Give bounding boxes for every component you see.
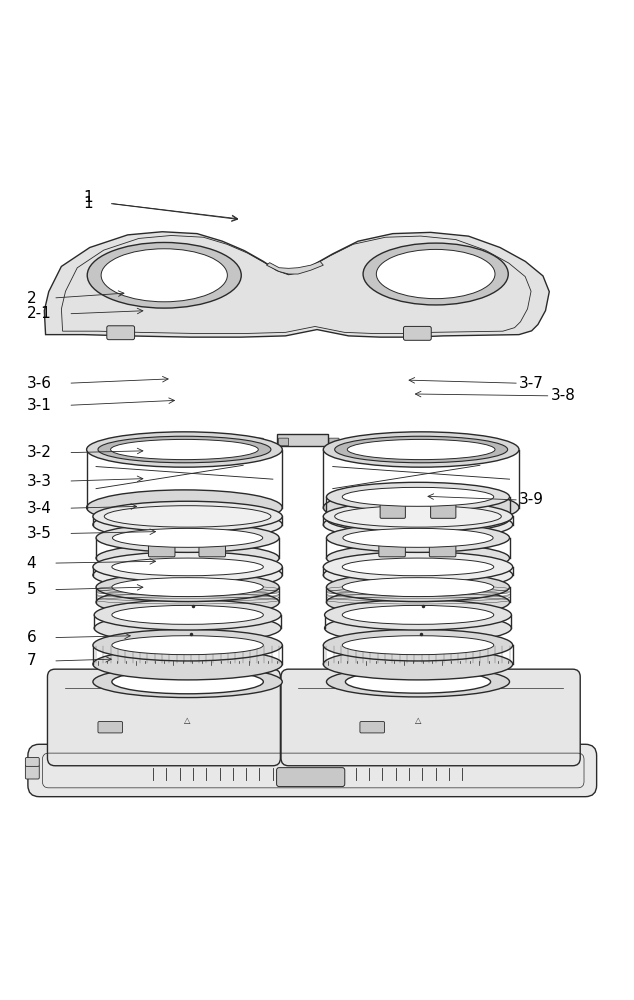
FancyBboxPatch shape <box>379 540 405 557</box>
FancyBboxPatch shape <box>199 540 226 557</box>
FancyBboxPatch shape <box>354 438 365 446</box>
Ellipse shape <box>335 436 508 463</box>
Ellipse shape <box>323 552 513 582</box>
Ellipse shape <box>96 588 279 617</box>
FancyBboxPatch shape <box>48 669 280 766</box>
FancyBboxPatch shape <box>360 722 385 733</box>
Text: 6: 6 <box>27 630 36 645</box>
Ellipse shape <box>343 528 493 547</box>
Ellipse shape <box>94 613 281 643</box>
FancyBboxPatch shape <box>380 503 405 518</box>
Text: 3-1: 3-1 <box>27 398 51 413</box>
Ellipse shape <box>104 506 271 527</box>
Ellipse shape <box>342 605 494 624</box>
FancyBboxPatch shape <box>253 438 263 446</box>
Ellipse shape <box>96 573 279 602</box>
Text: 3-7: 3-7 <box>519 376 544 391</box>
Ellipse shape <box>93 501 282 532</box>
Text: 3-8: 3-8 <box>550 388 576 403</box>
FancyBboxPatch shape <box>329 438 339 446</box>
Text: 3-2: 3-2 <box>27 445 51 460</box>
Ellipse shape <box>342 578 494 597</box>
Ellipse shape <box>323 509 513 540</box>
Text: △: △ <box>415 716 421 725</box>
Ellipse shape <box>101 249 228 302</box>
Ellipse shape <box>87 242 242 308</box>
FancyBboxPatch shape <box>278 438 288 446</box>
FancyBboxPatch shape <box>276 768 345 787</box>
Text: 3-4: 3-4 <box>27 501 51 516</box>
Ellipse shape <box>327 482 510 511</box>
FancyBboxPatch shape <box>98 722 122 733</box>
Text: 2-1: 2-1 <box>27 306 51 321</box>
Ellipse shape <box>327 523 510 552</box>
Text: 1: 1 <box>84 190 93 205</box>
Ellipse shape <box>323 560 513 590</box>
Ellipse shape <box>112 558 263 576</box>
Text: 3-6: 3-6 <box>27 376 51 391</box>
FancyBboxPatch shape <box>148 540 175 557</box>
FancyBboxPatch shape <box>430 503 456 518</box>
Ellipse shape <box>93 509 282 540</box>
Text: 4: 4 <box>27 556 36 571</box>
FancyBboxPatch shape <box>25 758 39 766</box>
Ellipse shape <box>112 636 263 655</box>
Ellipse shape <box>323 490 519 525</box>
Text: 7: 7 <box>27 653 36 668</box>
Ellipse shape <box>110 439 258 460</box>
Ellipse shape <box>93 666 282 698</box>
Ellipse shape <box>325 613 512 643</box>
Ellipse shape <box>363 243 508 305</box>
Text: 3-3: 3-3 <box>27 474 51 489</box>
Text: △: △ <box>184 716 191 725</box>
FancyBboxPatch shape <box>107 326 134 340</box>
Ellipse shape <box>346 670 491 693</box>
Ellipse shape <box>342 487 494 506</box>
Text: 3-9: 3-9 <box>519 492 544 508</box>
Ellipse shape <box>325 600 512 630</box>
FancyBboxPatch shape <box>403 326 431 340</box>
Text: 3-5: 3-5 <box>27 526 51 541</box>
Text: 5: 5 <box>27 582 36 597</box>
Ellipse shape <box>93 629 282 661</box>
Text: 1: 1 <box>84 196 93 211</box>
Ellipse shape <box>323 629 513 661</box>
FancyBboxPatch shape <box>28 744 597 797</box>
FancyBboxPatch shape <box>25 765 39 779</box>
Text: 2: 2 <box>27 291 36 306</box>
Ellipse shape <box>327 544 510 573</box>
Ellipse shape <box>323 501 513 532</box>
Ellipse shape <box>335 506 501 527</box>
Ellipse shape <box>327 588 510 617</box>
Ellipse shape <box>112 670 263 694</box>
Ellipse shape <box>327 667 510 697</box>
Ellipse shape <box>377 249 495 299</box>
Ellipse shape <box>112 528 262 547</box>
Ellipse shape <box>323 648 513 680</box>
FancyBboxPatch shape <box>429 540 456 557</box>
Ellipse shape <box>323 432 519 467</box>
Ellipse shape <box>87 432 282 467</box>
Ellipse shape <box>87 490 282 525</box>
Ellipse shape <box>93 560 282 590</box>
Ellipse shape <box>342 636 494 655</box>
Ellipse shape <box>342 558 494 576</box>
Ellipse shape <box>112 605 263 624</box>
FancyBboxPatch shape <box>281 669 580 766</box>
Ellipse shape <box>327 573 510 602</box>
Ellipse shape <box>94 600 281 630</box>
Polygon shape <box>44 232 549 337</box>
Ellipse shape <box>347 439 495 460</box>
Polygon shape <box>277 434 328 446</box>
Ellipse shape <box>112 578 263 597</box>
Ellipse shape <box>327 504 510 533</box>
Ellipse shape <box>93 648 282 680</box>
Polygon shape <box>266 261 323 274</box>
Ellipse shape <box>98 436 271 463</box>
Ellipse shape <box>96 544 279 573</box>
Ellipse shape <box>96 523 279 552</box>
Ellipse shape <box>93 552 282 582</box>
